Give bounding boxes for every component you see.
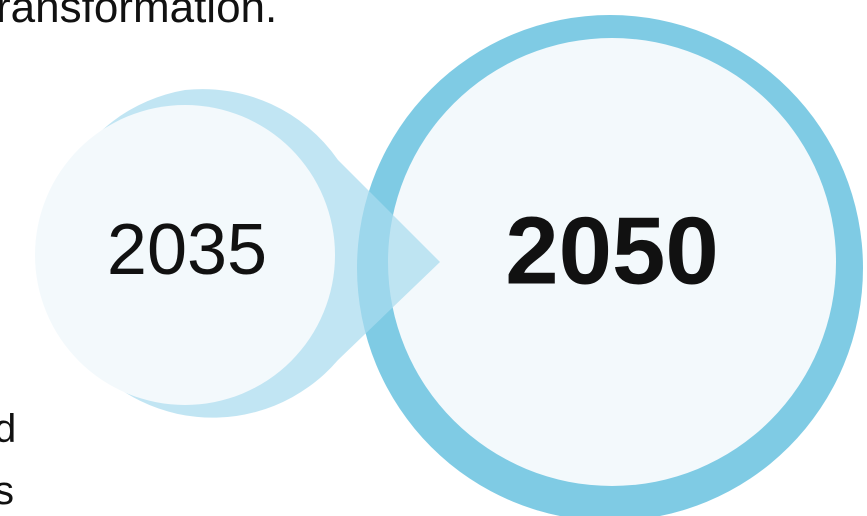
body-text: s	[0, 469, 14, 513]
circle-label: 2050	[505, 197, 719, 304]
large-circle	[357, 15, 863, 516]
circle-face	[35, 105, 335, 405]
body-text: ransformation.	[0, 0, 277, 32]
circle-face	[388, 38, 836, 486]
body-text: d	[0, 407, 16, 451]
circle-label: 2035	[107, 210, 267, 290]
